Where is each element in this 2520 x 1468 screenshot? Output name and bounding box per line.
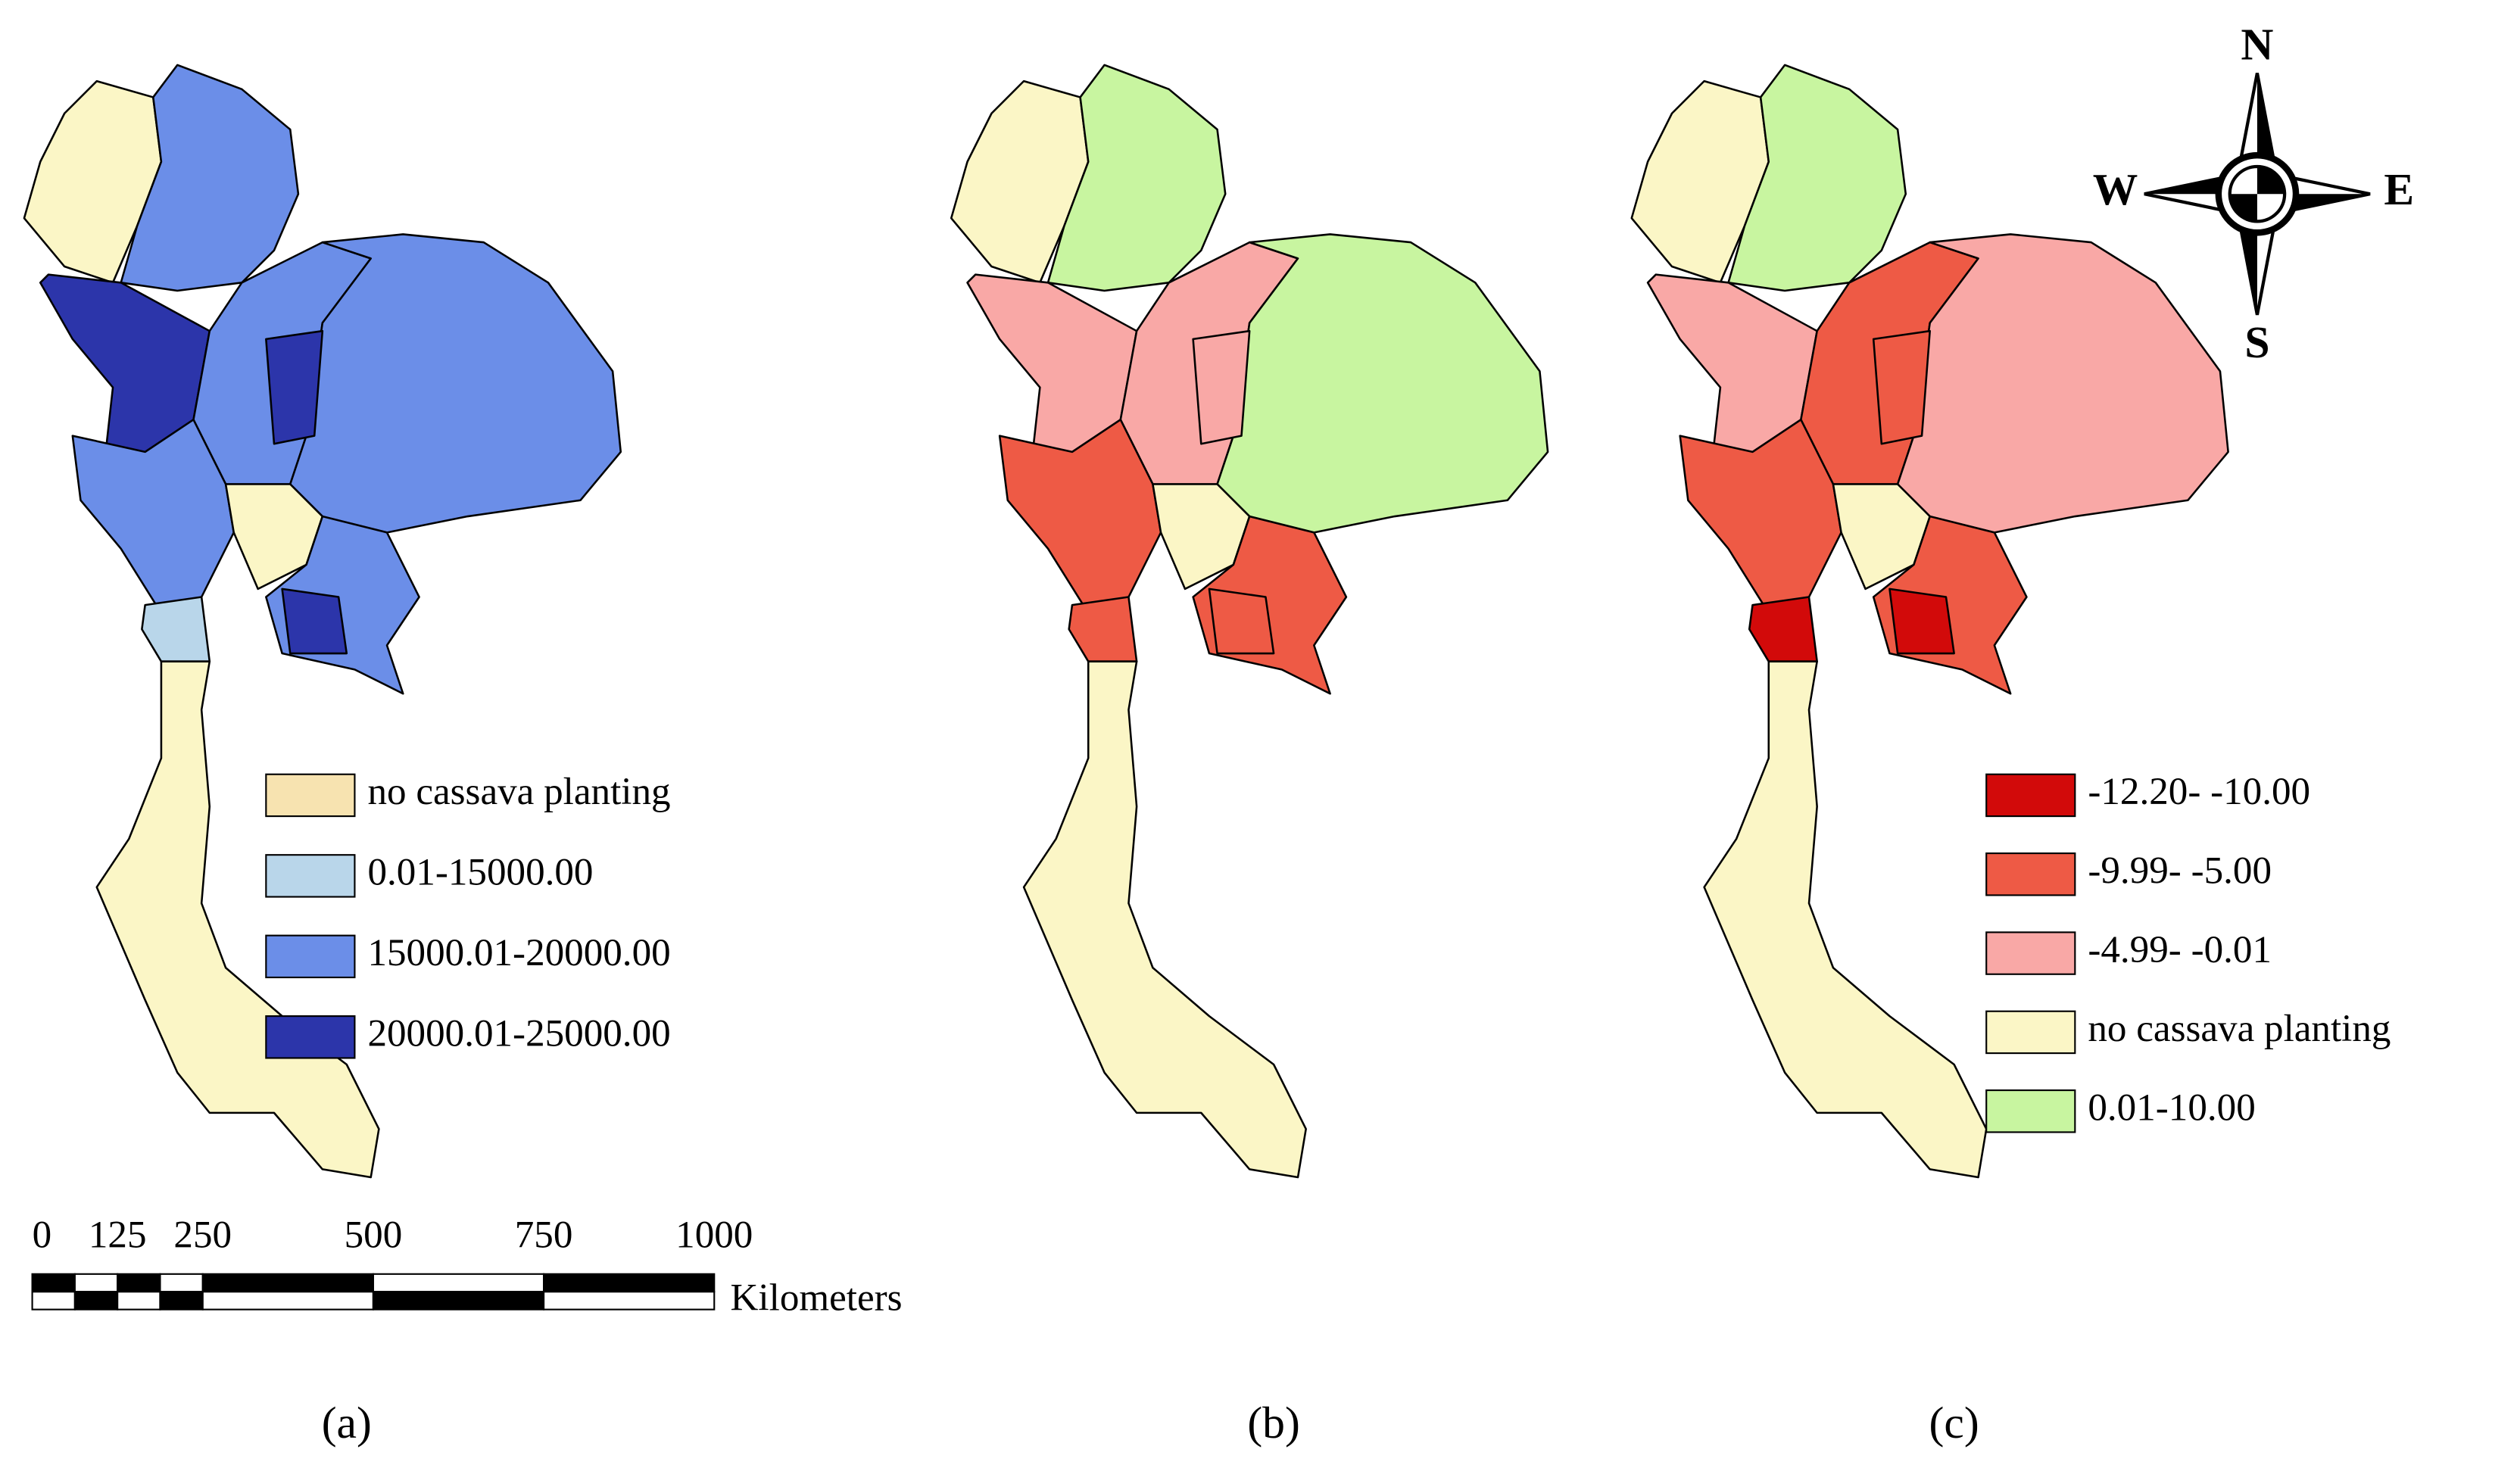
legend-swatch (1985, 852, 2076, 896)
legend-label: 0.01-15000.00 (367, 851, 593, 894)
legend-swatch (265, 773, 356, 818)
scale-segment (73, 1291, 119, 1311)
compass-s: S (2244, 317, 2269, 367)
region (141, 596, 211, 662)
region (281, 588, 348, 655)
scale-segment (31, 1291, 76, 1311)
region (1022, 660, 1307, 1179)
panel-caption: (b) (1247, 1398, 1300, 1448)
scale-segment (543, 1291, 716, 1311)
legend-swatch (1985, 931, 2076, 975)
region (265, 329, 324, 445)
legend-swatch (1985, 1010, 2076, 1055)
legend-label: 20000.01-25000.00 (367, 1012, 670, 1055)
legend-label: 0.01-10.00 (2088, 1086, 2255, 1129)
legend-label: -9.99- -5.00 (2088, 849, 2272, 892)
region (1208, 588, 1275, 655)
region (1068, 596, 1138, 662)
scale-segment (117, 1273, 161, 1293)
legend-label: 15000.01-20000.00 (367, 931, 670, 974)
region (998, 419, 1162, 615)
scale-segment (372, 1273, 545, 1293)
panel-caption: (c) (1929, 1398, 1979, 1448)
legend-swatch (265, 1015, 356, 1059)
scale-tick-label: 250 (173, 1214, 232, 1257)
region (1679, 419, 1842, 615)
scale-tick-label: 125 (89, 1214, 147, 1257)
scale-tick-label: 500 (345, 1214, 403, 1257)
region (1727, 64, 1907, 292)
compass-e: E (2384, 164, 2414, 214)
panel-caption: (a) (322, 1398, 372, 1448)
compass-n: N (2241, 19, 2273, 69)
scale-segment (31, 1273, 76, 1293)
legend-label: -12.20- -10.00 (2088, 770, 2310, 813)
compass-w: W (2093, 164, 2138, 214)
region (1872, 329, 1931, 445)
scale-segment (201, 1291, 374, 1311)
legend-label: no cassava planting (367, 770, 670, 813)
scale-segment (73, 1273, 119, 1293)
scale-segment (372, 1291, 545, 1311)
legend-swatch (265, 934, 356, 979)
compass-star (2144, 73, 2370, 315)
region (950, 79, 1090, 284)
legend-swatch (1985, 773, 2076, 818)
scale-unit: Kilometers (731, 1276, 903, 1320)
legend-label: -4.99- -0.01 (2088, 928, 2272, 971)
compass: N S W E (2093, 19, 2414, 367)
region (1630, 79, 1770, 284)
scale-tick-label: 1000 (675, 1214, 753, 1257)
map-panel: (a) no cassava planting 0.01-15000.00 15000… (23, 64, 671, 1448)
map-panel: (b) (950, 64, 1549, 1448)
scale-segment (159, 1291, 204, 1311)
region (120, 64, 300, 292)
region (1748, 596, 1818, 662)
scale-tick-label: 750 (515, 1214, 573, 1257)
legend-swatch (1985, 1089, 2076, 1133)
legend-swatch (265, 854, 356, 898)
scale-tick-label: 0 (33, 1214, 52, 1257)
region (1046, 64, 1227, 292)
region (71, 419, 235, 615)
compass-center (2229, 167, 2285, 222)
scale-segment (159, 1273, 204, 1293)
region (1888, 588, 1955, 655)
scale-segment (201, 1273, 374, 1293)
region (1192, 329, 1251, 445)
scale-segment (543, 1273, 716, 1293)
region (23, 79, 163, 284)
region (1703, 660, 1988, 1179)
legend-label: no cassava planting (2088, 1007, 2391, 1050)
map-panel: (c) -12.20- -10.00 -9.99- -5.00 -4.99- -0.0… (1630, 64, 2391, 1448)
scale-segment (117, 1291, 161, 1311)
compass-inner (2228, 164, 2287, 223)
region (95, 660, 380, 1179)
